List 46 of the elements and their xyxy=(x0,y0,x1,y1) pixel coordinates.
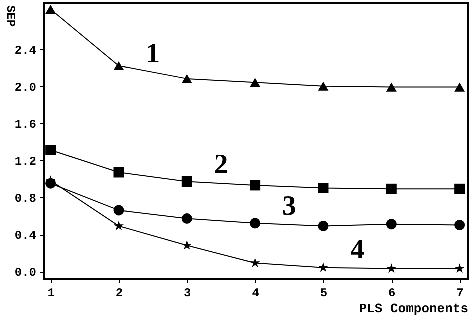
point xyxy=(114,205,124,216)
point xyxy=(250,180,261,191)
point xyxy=(454,82,466,92)
point xyxy=(46,4,56,14)
point xyxy=(454,184,466,194)
point xyxy=(386,219,397,230)
series-label: 2 xyxy=(214,150,228,181)
x-tick-label: 5 xyxy=(320,286,328,300)
x-axis-title: PLS Components xyxy=(359,302,469,316)
y-tick-label: 1.6 xyxy=(14,118,36,132)
point xyxy=(182,74,192,84)
x-tick-label: 3 xyxy=(184,286,192,300)
x-tick-label: 1 xyxy=(48,286,55,300)
y-tick-label: 0.8 xyxy=(14,192,36,206)
point xyxy=(250,218,261,229)
y-tick-label: 0.4 xyxy=(14,229,36,244)
point xyxy=(182,176,192,187)
point xyxy=(386,82,397,92)
point xyxy=(386,264,397,274)
point xyxy=(386,184,397,194)
x-tick-label: 6 xyxy=(388,286,396,300)
point xyxy=(114,167,124,178)
point xyxy=(250,78,261,88)
x-tick-label: 7 xyxy=(456,286,464,300)
point xyxy=(114,61,124,71)
point xyxy=(46,145,56,156)
point xyxy=(318,82,329,91)
point xyxy=(318,182,329,194)
x-tick-label: 2 xyxy=(116,286,124,300)
x-tick-label: 4 xyxy=(252,286,260,300)
point xyxy=(182,240,192,250)
series-label: 3 xyxy=(282,190,296,222)
point xyxy=(250,258,260,268)
y-tick-label: 2.0 xyxy=(14,80,36,95)
point xyxy=(454,220,466,231)
y-tick-label: 1.2 xyxy=(14,154,36,169)
series-label: 4 xyxy=(350,234,365,266)
y-tick-label: 2.4 xyxy=(14,44,36,58)
series-label: 1 xyxy=(146,38,160,70)
point xyxy=(318,220,329,232)
y-axis-title: SEP xyxy=(4,6,18,28)
point xyxy=(114,220,124,230)
point xyxy=(182,214,192,224)
point xyxy=(318,262,328,272)
point xyxy=(454,264,465,274)
y-tick-label: 0.0 xyxy=(14,266,36,280)
